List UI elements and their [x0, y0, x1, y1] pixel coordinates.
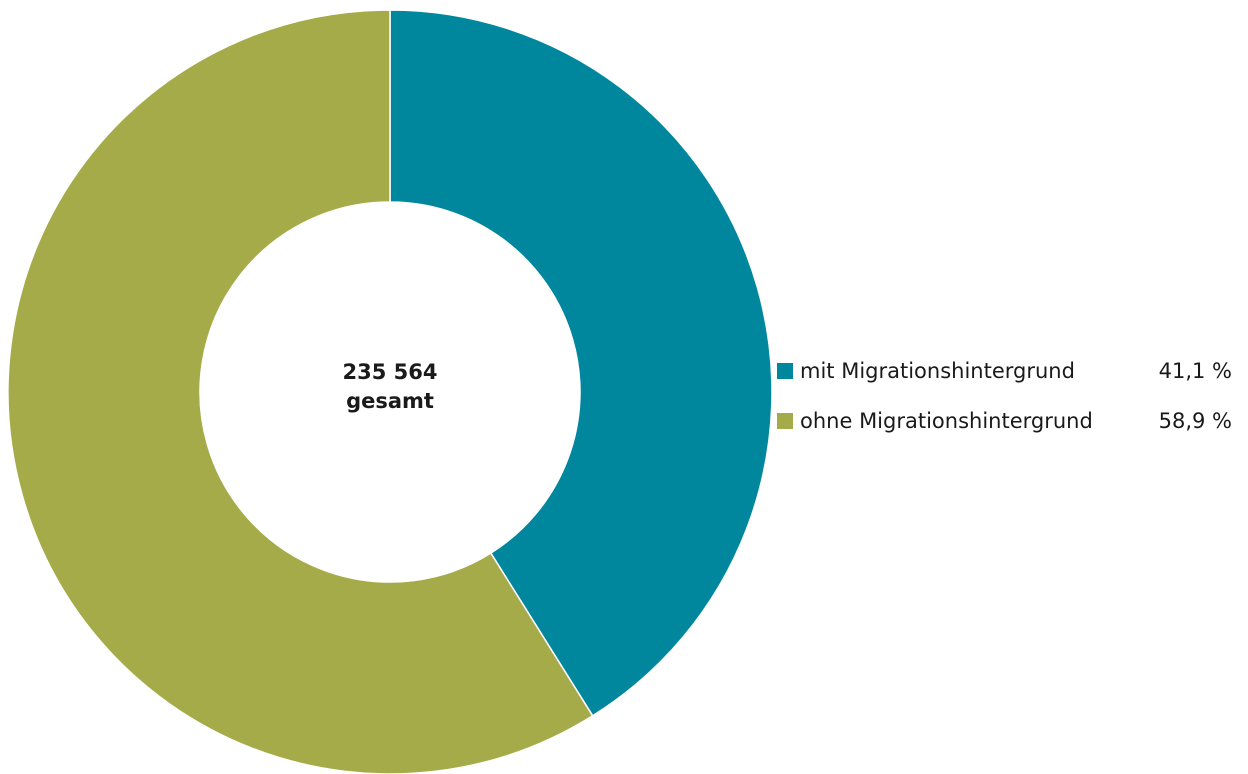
- donut-slice-ohne: [7, 9, 594, 774]
- legend-value-mit: 41,1 %: [1158, 359, 1232, 383]
- legend-label-ohne: ohne Migrationshintergrund: [800, 409, 1093, 433]
- legend-item-ohne: ohne Migrationshintergrund 58,9 %: [777, 407, 1232, 435]
- legend-swatch-ohne: [777, 413, 793, 429]
- legend-swatch-mit: [777, 363, 793, 379]
- legend-value-ohne: 58,9 %: [1158, 409, 1232, 433]
- legend-label-mit: mit Migrationshintergrund: [800, 359, 1075, 383]
- legend-item-mit: mit Migrationshintergrund 41,1 %: [777, 357, 1232, 385]
- center-total: 235 564: [342, 360, 438, 384]
- donut-plot: [7, 9, 773, 774]
- donut-slice-mit: [389, 9, 773, 717]
- center-caption: gesamt: [346, 389, 434, 413]
- center-label: 235 564 gesamt: [240, 358, 540, 416]
- legend: mit Migrationshintergrund 41,1 % ohne Mi…: [777, 357, 1232, 457]
